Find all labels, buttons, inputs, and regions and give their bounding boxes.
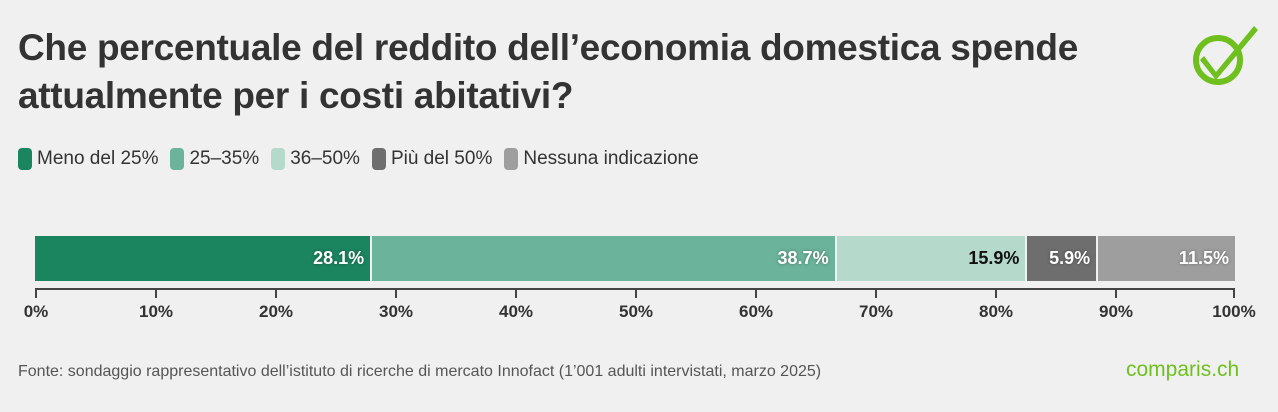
x-tick-label: 20% xyxy=(258,302,294,321)
source-note: Fonte: sondaggio rappresentativo dell’is… xyxy=(18,363,822,380)
legend-item-piu-50: Più del 50% xyxy=(371,148,493,170)
x-tick-label: 40% xyxy=(498,302,534,321)
bar-segment-nessuna: 11.5% xyxy=(1098,236,1235,281)
bar-segment-36-50: 15.9% xyxy=(836,236,1028,281)
x-tick-label: 100% xyxy=(1212,302,1256,321)
x-tick xyxy=(1115,289,1117,298)
legend-item-nessuna: Nessuna indicazione xyxy=(504,148,699,170)
chart-title: Che percentuale del reddito dell’economi… xyxy=(18,27,1078,116)
legend-swatch xyxy=(170,148,185,170)
legend-label: Nessuna indicazione xyxy=(523,148,699,169)
legend-label: 36–50% xyxy=(290,148,360,169)
legend-item-25-35: 25–35% xyxy=(170,148,259,170)
x-tick xyxy=(155,289,157,298)
x-tick xyxy=(635,289,637,298)
x-tick xyxy=(995,289,997,298)
bar-segment-meno-25: 28.1% xyxy=(35,236,373,281)
x-tick-label: 60% xyxy=(738,302,774,321)
legend-swatch xyxy=(371,148,386,170)
x-tick xyxy=(395,289,397,298)
x-tick xyxy=(515,289,517,298)
legend-item-meno-25: Meno del 25% xyxy=(18,148,158,170)
brand-logo: comparis.ch xyxy=(1126,358,1240,381)
legend-label: 25–35% xyxy=(189,148,260,169)
x-tick-label: 80% xyxy=(978,302,1014,321)
segment-value: 11.5% xyxy=(1178,248,1229,268)
legend-swatch xyxy=(271,148,286,170)
x-tick-label: 70% xyxy=(858,302,894,321)
bar-segment-piu-50: 5.9% xyxy=(1027,236,1099,281)
stacked-bar: 28.1% 38.7% 15.9% 5.9% 11.5% xyxy=(35,236,1235,281)
legend-swatch xyxy=(504,148,519,170)
legend-label: Più del 50% xyxy=(390,148,493,169)
segment-value: 38.7% xyxy=(777,248,829,268)
x-tick xyxy=(755,289,757,298)
x-tick-label: 0% xyxy=(23,302,49,321)
legend-swatch xyxy=(18,148,32,170)
x-tick-label: 50% xyxy=(618,302,654,321)
x-tick xyxy=(35,289,37,298)
x-tick xyxy=(275,289,277,298)
x-tick-label: 10% xyxy=(138,302,174,321)
segment-value: 15.9% xyxy=(968,248,1020,268)
x-tick-label: 90% xyxy=(1098,302,1134,321)
check-circle-icon xyxy=(1193,26,1258,85)
segment-value: 5.9% xyxy=(1049,248,1091,268)
legend-label: Meno del 25% xyxy=(37,148,159,169)
segment-value: 28.1% xyxy=(313,248,365,268)
x-tick-label: 30% xyxy=(378,302,414,321)
bar-segment-25-35: 38.7% xyxy=(372,236,837,281)
legend: Meno del 25% 25–35% 36–50% Più del 50% N… xyxy=(18,148,711,170)
x-tick xyxy=(875,289,877,298)
x-tick xyxy=(1233,289,1235,298)
legend-item-36-50: 36–50% xyxy=(271,148,360,170)
